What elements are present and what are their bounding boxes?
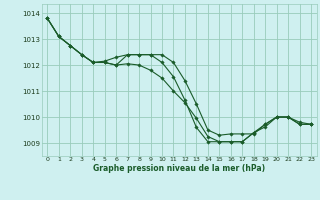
X-axis label: Graphe pression niveau de la mer (hPa): Graphe pression niveau de la mer (hPa): [93, 164, 265, 173]
